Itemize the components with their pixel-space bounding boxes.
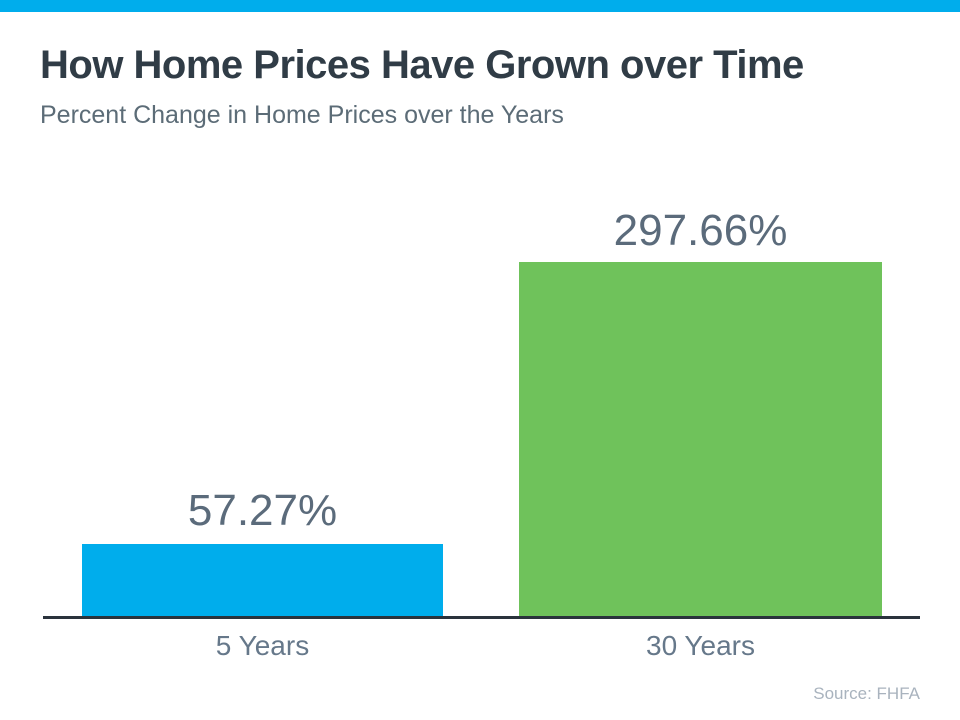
- x-axis-line: [43, 616, 920, 619]
- bar-30-years: [519, 262, 882, 616]
- top-accent-bar: [0, 0, 960, 12]
- bar-5-years: [82, 544, 443, 616]
- value-label-5-years: 57.27%: [187, 486, 338, 535]
- source-note: Source: FHFA: [813, 684, 920, 703]
- category-label-5-years: 5 Years: [215, 630, 310, 661]
- value-label-30-years: 297.66%: [613, 206, 788, 255]
- category-label-30-years: 30 Years: [646, 630, 755, 661]
- page-subtitle: Percent Change in Home Prices over the Y…: [40, 101, 564, 129]
- page-title: How Home Prices Have Grown over Time: [40, 43, 804, 87]
